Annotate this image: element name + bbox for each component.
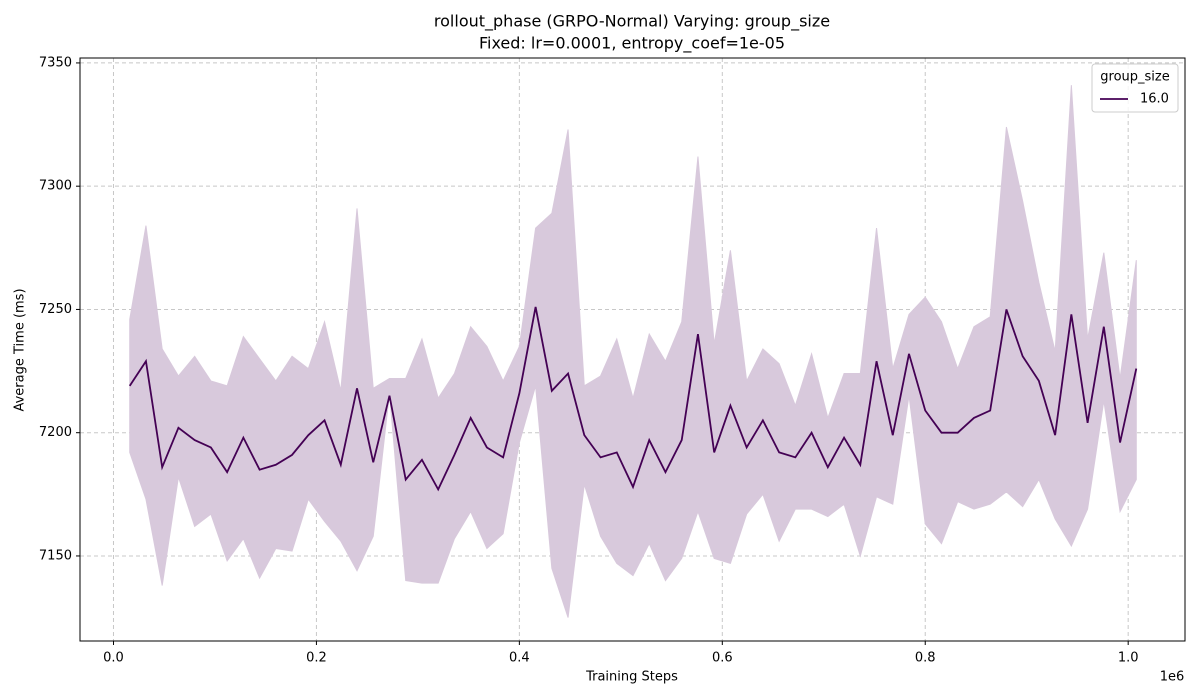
x-tick-label: 0.4 <box>509 651 530 666</box>
legend-title: group_size <box>1100 70 1169 85</box>
y-axis-label: Average Time (ms) <box>13 288 28 411</box>
x-tick-label: 1.0 <box>1118 651 1139 666</box>
x-tick-label: 0.2 <box>306 651 327 666</box>
x-tick-label: 0.0 <box>103 651 124 666</box>
legend-box <box>1091 63 1179 113</box>
chart-subtitle: Fixed: lr=0.0001, entropy_coef=1e-05 <box>479 34 785 54</box>
y-tick-label: 7300 <box>39 179 72 194</box>
chart-title: rollout_phase (GRPO-Normal) Varying: gro… <box>434 12 830 32</box>
y-tick-label: 7250 <box>39 302 72 317</box>
legend-label: 16.0 <box>1140 92 1169 107</box>
x-tick-label: 0.6 <box>712 651 733 666</box>
x-axis-label: Training Steps <box>585 670 678 685</box>
y-tick-label: 7200 <box>39 425 72 440</box>
y-tick-label: 7150 <box>39 548 72 563</box>
band <box>129 85 1137 618</box>
line <box>128 306 1138 492</box>
plot-frame <box>79 57 1186 642</box>
x-tick-label: 0.8 <box>915 651 936 666</box>
x-scale-label: 1e6 <box>1160 670 1185 685</box>
y-tick-label: 7350 <box>39 55 72 70</box>
